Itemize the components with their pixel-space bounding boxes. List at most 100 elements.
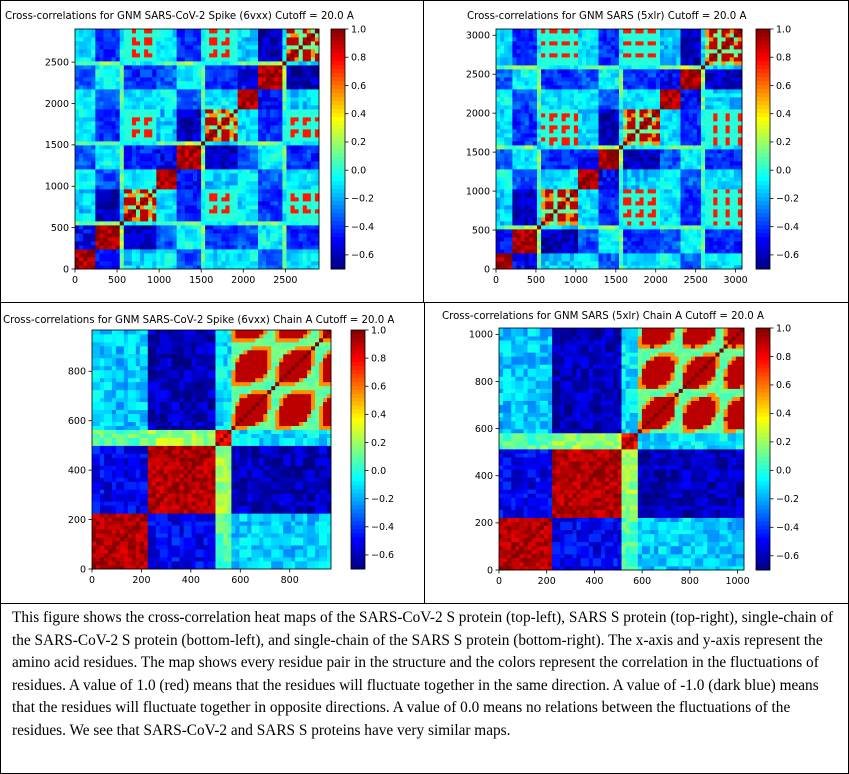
heatmap-cell (225, 181, 230, 186)
heatmap-cell (197, 49, 202, 54)
heatmap-cell (148, 157, 153, 162)
heatmap-cell (578, 193, 583, 198)
heatmap-cell (131, 133, 137, 138)
heatmap-cell (75, 265, 80, 270)
heatmap-cell (131, 217, 137, 222)
heatmap-cell (532, 229, 538, 234)
heatmap-cell (111, 33, 117, 38)
heatmap-cell (553, 81, 558, 86)
heatmap-cell (233, 253, 239, 258)
heatmap-cell (310, 209, 316, 214)
heatmap-cell (119, 137, 125, 142)
heatmap-cell (164, 253, 169, 258)
heatmap-cell (140, 153, 145, 158)
heatmap-cell (512, 69, 517, 74)
heatmap-cell (504, 137, 509, 142)
heatmap-cell (532, 157, 538, 162)
heatmap-cell (180, 157, 186, 162)
heatmap-cell (294, 165, 300, 170)
heatmap-cell (258, 249, 263, 254)
heatmap-cell (569, 137, 575, 142)
heatmap-cell (245, 29, 251, 34)
heatmap-cell (549, 29, 554, 34)
heatmap-cell (500, 173, 505, 178)
heatmap-cell (136, 89, 141, 94)
heatmap-cell (197, 181, 202, 186)
heatmap-cell (298, 85, 304, 90)
heatmap-cell (217, 113, 222, 118)
heatmap-cell (565, 153, 571, 158)
heatmap-cell (99, 185, 104, 190)
heatmap-cell (512, 249, 517, 254)
heatmap-cell (270, 177, 275, 182)
heatmap-cell (172, 37, 178, 42)
heatmap-cell (168, 209, 173, 214)
colorbar-segment (331, 257, 345, 262)
heatmap-cell (310, 249, 316, 254)
heatmap-cell (306, 217, 312, 222)
colorbar-segment (331, 225, 345, 230)
heatmap-cell (205, 53, 210, 58)
heatmap-cell (172, 45, 178, 50)
heatmap-cell (229, 165, 234, 170)
heatmap-cell (278, 133, 283, 138)
heatmap-cell (290, 165, 295, 170)
heatmap-cell (537, 129, 542, 134)
heatmap-cell (528, 117, 534, 122)
heatmap-cell (557, 217, 562, 222)
heatmap-cell (119, 153, 125, 158)
heatmap-cell (197, 57, 202, 62)
heatmap-cell (221, 57, 226, 62)
heatmap-cell (569, 65, 575, 70)
heatmap-cell (188, 37, 194, 42)
heatmap-cell (310, 165, 316, 170)
heatmap-cell (233, 261, 239, 266)
heatmap-cell (241, 253, 247, 258)
heatmap-cell (524, 89, 530, 94)
heatmap-cell (156, 85, 161, 90)
heatmap-cell (233, 105, 239, 110)
heatmap-cell (192, 45, 198, 50)
heatmap-cell (111, 125, 117, 130)
heatmap-cell (176, 265, 182, 270)
heatmap-cell (225, 209, 230, 214)
heatmap-cell (237, 237, 243, 242)
heatmap-cell (156, 93, 161, 98)
heatmap-cell (176, 53, 182, 58)
heatmap-cell (201, 157, 206, 162)
heatmap-cell (237, 93, 243, 98)
heatmap-cell (172, 81, 178, 86)
heatmap-cell (209, 69, 214, 74)
heatmap-cell (565, 245, 571, 250)
heatmap-cell (91, 121, 96, 126)
heatmap-cell (111, 141, 117, 146)
heatmap-cell (164, 257, 169, 262)
heatmap-cell (140, 117, 145, 122)
heatmap-cell (176, 65, 182, 70)
heatmap-cell (508, 189, 513, 194)
heatmap-cell (192, 221, 198, 226)
heatmap-cell (176, 217, 182, 222)
heatmap-cell (188, 257, 194, 262)
heatmap-cell (192, 181, 198, 186)
heatmap-cell (197, 133, 202, 138)
heatmap-cell (197, 201, 202, 206)
heatmap-cell (561, 201, 567, 206)
heatmap-cell (229, 81, 234, 86)
heatmap-cell (144, 49, 149, 54)
heatmap-cell (225, 245, 230, 250)
heatmap-cell (537, 209, 542, 214)
heatmap-cell (221, 77, 226, 82)
heatmap-cell (221, 65, 226, 70)
heatmap-cell (119, 65, 125, 70)
heatmap-cell (131, 213, 137, 218)
heatmap-cell (537, 185, 542, 190)
heatmap-cell (176, 81, 182, 86)
heatmap-cell (111, 113, 117, 118)
heatmap-cell (160, 161, 165, 166)
heatmap-cell (241, 45, 247, 50)
heatmap-cell (266, 137, 271, 142)
heatmap-cell (95, 45, 100, 50)
heatmap-cell (83, 245, 88, 250)
heatmap-cell (557, 249, 562, 254)
